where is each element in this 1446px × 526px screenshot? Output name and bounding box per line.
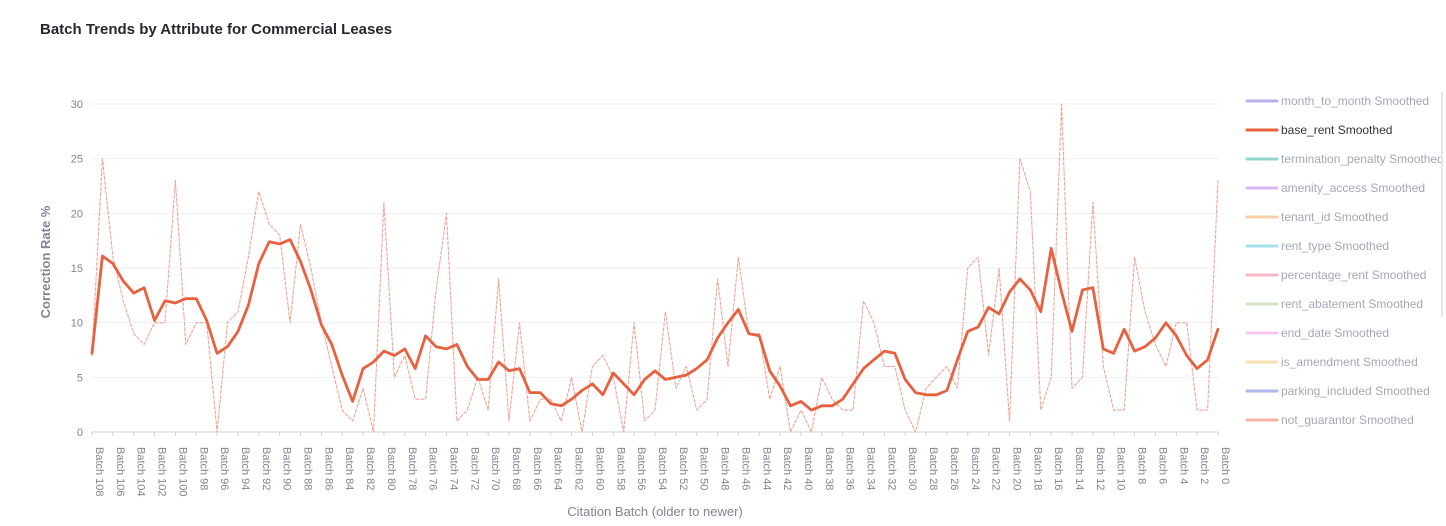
x-tick-label: Batch 46 xyxy=(739,447,751,490)
legend-label: percentage_rent Smoothed xyxy=(1281,268,1426,282)
x-tick-label: Batch 32 xyxy=(885,447,897,490)
x-tick-label: Batch 54 xyxy=(656,447,668,490)
x-tick-label: Batch 16 xyxy=(1052,447,1064,490)
x-tick-label: Batch 36 xyxy=(844,447,856,490)
x-tick-label: Batch 28 xyxy=(927,447,939,490)
x-tick-label: Batch 86 xyxy=(322,447,334,490)
x-tick-label: Batch 92 xyxy=(260,447,272,490)
x-tick-label: Batch 68 xyxy=(510,447,522,490)
x-tick-label: Batch 76 xyxy=(427,447,439,490)
x-tick-label: Batch 80 xyxy=(385,447,397,490)
x-tick-label: Batch 102 xyxy=(156,447,168,497)
x-tick-label: Batch 64 xyxy=(552,447,564,490)
x-tick-label: Batch 56 xyxy=(635,447,647,490)
x-tick-label: Batch 106 xyxy=(114,447,126,497)
y-axis-title: Correction Rate % xyxy=(38,205,53,318)
x-tick-label: Batch 34 xyxy=(865,447,877,490)
legend-item[interactable]: rent_type Smoothed xyxy=(1245,239,1389,253)
legend-item[interactable]: parking_included Smoothed xyxy=(1245,384,1430,398)
legend-item[interactable]: is_amendment Smoothed xyxy=(1245,355,1418,369)
y-tick-label: 10 xyxy=(71,318,83,330)
legend-label: is_amendment Smoothed xyxy=(1281,355,1418,369)
legend[interactable]: month_to_month Smoothed base_rent Smoothe… xyxy=(1245,94,1444,427)
y-tick-label: 15 xyxy=(71,263,83,275)
legend-item[interactable]: not_guarantor Smoothed xyxy=(1245,413,1414,427)
x-tick-label: Batch 40 xyxy=(802,447,814,490)
x-tick-label: Batch 74 xyxy=(447,447,459,490)
legend-item[interactable]: tenant_id Smoothed xyxy=(1245,210,1388,224)
x-tick-label: Batch 18 xyxy=(1031,447,1043,490)
y-tick-label: 20 xyxy=(71,208,83,220)
legend-label: amenity_access Smoothed xyxy=(1281,181,1425,195)
legend-label: not_guarantor Smoothed xyxy=(1281,413,1414,427)
legend-scrollbar[interactable] xyxy=(1441,92,1443,317)
x-tick-label: Batch 72 xyxy=(468,447,480,490)
x-tick-label: Batch 108 xyxy=(93,447,105,497)
x-tick-label: Batch 44 xyxy=(760,447,772,490)
legend-label: parking_included Smoothed xyxy=(1281,384,1430,398)
legend-item[interactable]: percentage_rent Smoothed xyxy=(1245,268,1426,282)
x-tick-label: Batch 50 xyxy=(698,447,710,490)
series-line-base-rent-smoothed xyxy=(90,238,1220,412)
x-tick-label: Batch 78 xyxy=(406,447,418,490)
legend-label: rent_abatement Smoothed xyxy=(1281,297,1423,311)
legend-item[interactable]: termination_penalty Smoothed xyxy=(1245,152,1444,166)
x-tick-label: Batch 4 xyxy=(1177,447,1189,484)
legend-label: base_rent Smoothed xyxy=(1281,123,1392,137)
x-tick-label: Batch 22 xyxy=(990,447,1002,490)
legend-label: month_to_month Smoothed xyxy=(1281,94,1429,108)
x-tick-label: Batch 60 xyxy=(593,447,605,490)
x-tick-label: Batch 96 xyxy=(218,447,230,490)
chart-title: Batch Trends by Attribute for Commercial… xyxy=(40,21,393,38)
x-tick-label: Batch 90 xyxy=(281,447,293,490)
x-tick-label: Batch 6 xyxy=(1156,447,1168,484)
x-tick-label: Batch 104 xyxy=(135,447,147,497)
x-tick-label: Batch 88 xyxy=(302,447,314,490)
y-tick-label: 30 xyxy=(71,99,83,111)
y-tick-label: 5 xyxy=(77,372,83,384)
x-tick-label: Batch 24 xyxy=(969,447,981,490)
legend-item[interactable]: amenity_access Smoothed xyxy=(1245,181,1425,195)
x-tick-label: Batch 82 xyxy=(364,447,376,490)
legend-item[interactable]: end_date Smoothed xyxy=(1245,326,1389,340)
x-tick-label: Batch 42 xyxy=(781,447,793,490)
legend-item[interactable]: base_rent Smoothed xyxy=(1245,123,1392,137)
x-tick-label: Batch 70 xyxy=(489,447,501,490)
x-tick-label: Batch 100 xyxy=(176,447,188,497)
x-tick-label: Batch 48 xyxy=(719,447,731,490)
x-tick-label: Batch 8 xyxy=(1136,447,1148,484)
x-tick-label: Batch 20 xyxy=(1010,447,1022,490)
series-line-base-rent-raw xyxy=(91,103,1219,433)
x-tick-label: Batch 66 xyxy=(531,447,543,490)
legend-label: termination_penalty Smoothed xyxy=(1281,152,1444,166)
y-tick-label: 25 xyxy=(71,154,83,166)
x-tick-label: Batch 26 xyxy=(948,447,960,490)
legend-label: rent_type Smoothed xyxy=(1281,239,1389,253)
x-tick-label: Batch 12 xyxy=(1094,447,1106,490)
x-tick-label: Batch 52 xyxy=(677,447,689,490)
x-tick-label: Batch 38 xyxy=(823,447,835,490)
legend-label: end_date Smoothed xyxy=(1281,326,1389,340)
x-tick-label: Batch 14 xyxy=(1073,447,1085,490)
x-tick-label: Batch 94 xyxy=(239,447,251,490)
x-tick-label: Batch 0 xyxy=(1219,447,1231,484)
legend-item[interactable]: rent_abatement Smoothed xyxy=(1245,297,1423,311)
x-tick-label: Batch 84 xyxy=(343,447,355,490)
x-tick-label: Batch 10 xyxy=(1115,447,1127,490)
y-tick-label: 0 xyxy=(77,427,83,439)
series-lines xyxy=(90,103,1220,433)
x-tick-label: Batch 62 xyxy=(573,447,585,490)
y-axis-ticks: 0 5 10 15 20 25 30 xyxy=(71,99,83,439)
x-axis-ticks: Batch 108 Batch 106 Batch 104 Batch 102 Batc… xyxy=(91,432,1231,497)
legend-item[interactable]: month_to_month Smoothed xyxy=(1245,94,1429,108)
x-tick-label: Batch 30 xyxy=(906,447,918,490)
x-axis-title: Citation Batch (older to newer) xyxy=(567,504,743,519)
x-tick-label: Batch 58 xyxy=(614,447,626,490)
x-tick-label: Batch 98 xyxy=(197,447,209,490)
x-tick-label: Batch 2 xyxy=(1198,447,1210,484)
legend-label: tenant_id Smoothed xyxy=(1281,210,1388,224)
